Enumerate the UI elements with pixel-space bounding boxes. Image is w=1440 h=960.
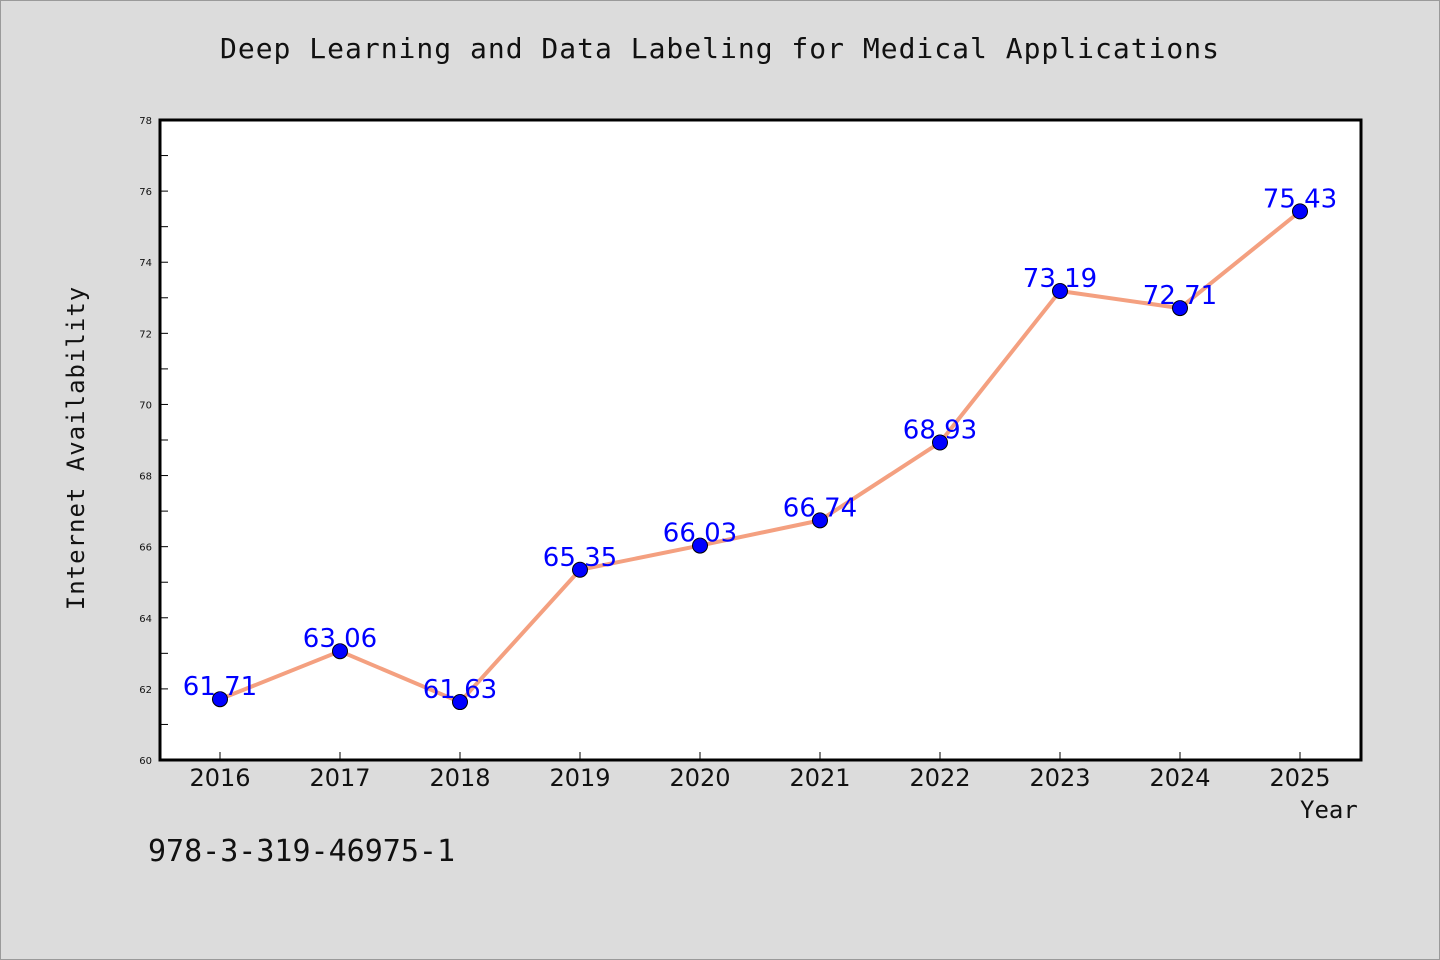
y-tick-label: 64 bbox=[139, 614, 152, 625]
data-point-marker bbox=[1052, 283, 1068, 300]
data-label: 75.43 bbox=[1263, 184, 1337, 214]
data-label: 72.71 bbox=[1143, 281, 1217, 311]
plot-area bbox=[158, 118, 1363, 762]
data-point-marker bbox=[332, 643, 348, 660]
data-label: 73.19 bbox=[1023, 264, 1097, 294]
markers-group bbox=[212, 203, 1308, 711]
x-axis-label: Year bbox=[1300, 796, 1358, 824]
y-tick-label: 72 bbox=[139, 329, 152, 340]
x-tick-label: 2019 bbox=[549, 764, 610, 792]
y-tick-label: 68 bbox=[139, 472, 152, 483]
data-point-marker bbox=[932, 434, 948, 451]
data-label: 63.06 bbox=[303, 624, 377, 654]
y-tick-label: 66 bbox=[139, 543, 152, 554]
data-point-marker bbox=[212, 691, 228, 708]
y-tick-label: 70 bbox=[139, 400, 152, 411]
x-tick-label: 2017 bbox=[309, 764, 370, 792]
data-label: 65.35 bbox=[543, 543, 617, 573]
x-tick-label: 2016 bbox=[189, 764, 250, 792]
x-tick-label: 2018 bbox=[429, 764, 490, 792]
data-point-marker bbox=[812, 512, 828, 529]
data-label: 61.63 bbox=[423, 675, 497, 705]
y-tick-label: 76 bbox=[139, 187, 152, 198]
chart-title: Deep Learning and Data Labeling for Medi… bbox=[219, 32, 1220, 65]
data-label: 66.74 bbox=[783, 493, 857, 523]
x-tick-label: 2022 bbox=[909, 764, 970, 792]
isbn-annotation: 978-3-319-46975-1 bbox=[148, 834, 456, 869]
y-tick-label: 78 bbox=[139, 116, 152, 127]
x-tick-label: 2025 bbox=[1269, 764, 1330, 792]
y-tick-label: 74 bbox=[139, 258, 152, 269]
data-point-marker bbox=[572, 561, 588, 578]
series-line bbox=[218, 209, 1302, 705]
data-point-marker bbox=[1292, 203, 1308, 220]
data-label: 66.03 bbox=[663, 519, 737, 549]
x-axis: 2016 2017 2018 2019 2020 2021 2022 2023 2024 2025 bbox=[189, 752, 1331, 792]
data-labels-group: 61.71 63.06 61.63 65.35 66.03 66.74 68.93 73.19… bbox=[183, 184, 1337, 705]
x-tick-label: 2021 bbox=[789, 764, 850, 792]
data-point-marker bbox=[452, 694, 468, 711]
y-tick-label: 60 bbox=[139, 756, 152, 767]
series-line-group bbox=[218, 209, 1302, 705]
data-label: 61.71 bbox=[183, 672, 257, 702]
x-tick-label: 2024 bbox=[1149, 764, 1210, 792]
data-point-marker bbox=[692, 537, 708, 554]
y-axis: 60 62 64 66 68 70 72 74 76 78 bbox=[139, 116, 168, 767]
x-tick-label: 2020 bbox=[669, 764, 730, 792]
data-point-marker bbox=[1172, 300, 1188, 317]
y-tick-label: 62 bbox=[139, 685, 152, 696]
x-tick-label: 2023 bbox=[1029, 764, 1090, 792]
data-label: 68.93 bbox=[903, 415, 977, 445]
